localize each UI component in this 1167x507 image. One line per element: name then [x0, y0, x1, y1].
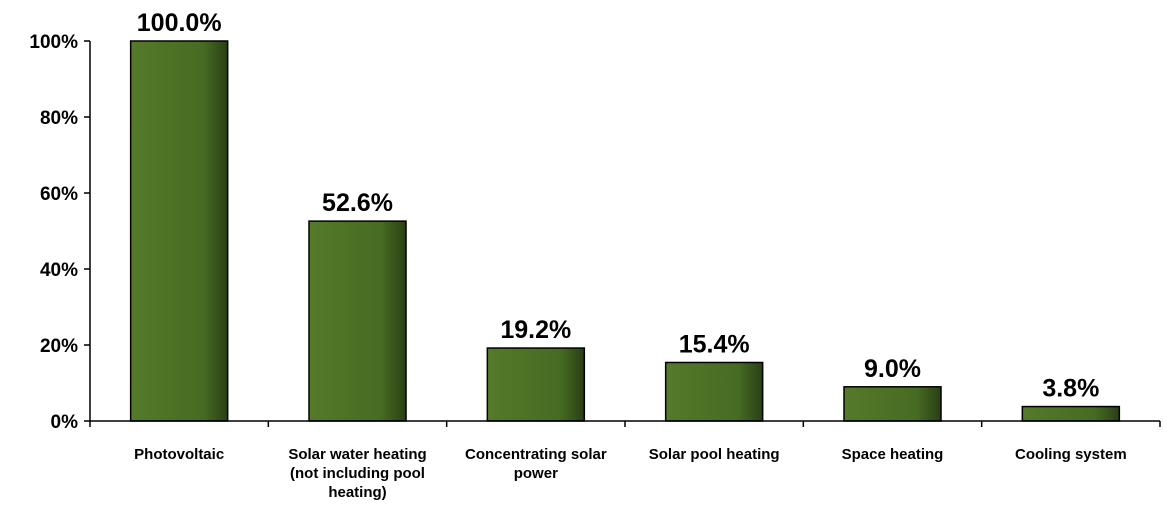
y-tick-label: 60% [40, 184, 78, 205]
x-category-label-line: Solar pool heating [649, 446, 780, 463]
data-label: 19.2% [500, 316, 571, 344]
y-axis: 0% 20% 40% 60% 80% 100% [29, 32, 91, 433]
x-category-label-line: Cooling system [1015, 446, 1127, 463]
y-tick-label: 20% [40, 336, 78, 357]
data-label: 52.6% [322, 189, 393, 217]
x-category-label-line: power [514, 465, 558, 482]
bar [308, 220, 407, 422]
y-tick-label: 0% [51, 412, 79, 433]
x-category-label: Photovoltaic [134, 446, 224, 463]
bar [129, 40, 229, 422]
x-axis: Photovoltaic Solar water heating (not incl… [89, 420, 1161, 501]
bar [486, 347, 586, 422]
x-category-label: Solar pool heating [649, 446, 780, 463]
bars: 100.0% 52.6% 19.2% 15.4% 9.0% 3.8% [129, 9, 1121, 422]
y-tick-label: 100% [29, 32, 78, 53]
data-label: 3.8% [1042, 375, 1099, 403]
x-category-label-line: Solar water heating [288, 446, 426, 463]
y-tick-label: 80% [40, 108, 78, 129]
x-category-label-line: Space heating [842, 446, 944, 463]
x-category-label-line: Concentrating solar [465, 446, 607, 463]
data-label: 15.4% [679, 330, 750, 358]
bar [664, 361, 764, 422]
x-category-label: Space heating [842, 446, 944, 463]
x-category-label-line: Photovoltaic [134, 446, 224, 463]
x-category-label-line: (not including pool [290, 465, 425, 482]
bar [843, 386, 942, 422]
x-category-label: Cooling system [1015, 446, 1127, 463]
data-label: 9.0% [864, 355, 921, 383]
x-category-label: Solar water heating (not including pool he… [288, 446, 426, 501]
y-tick-label: 40% [40, 260, 78, 281]
x-category-label-line: heating) [328, 484, 386, 501]
data-label: 100.0% [137, 9, 222, 37]
bar [1021, 405, 1121, 422]
x-category-label: Concentrating solar power [465, 446, 607, 482]
